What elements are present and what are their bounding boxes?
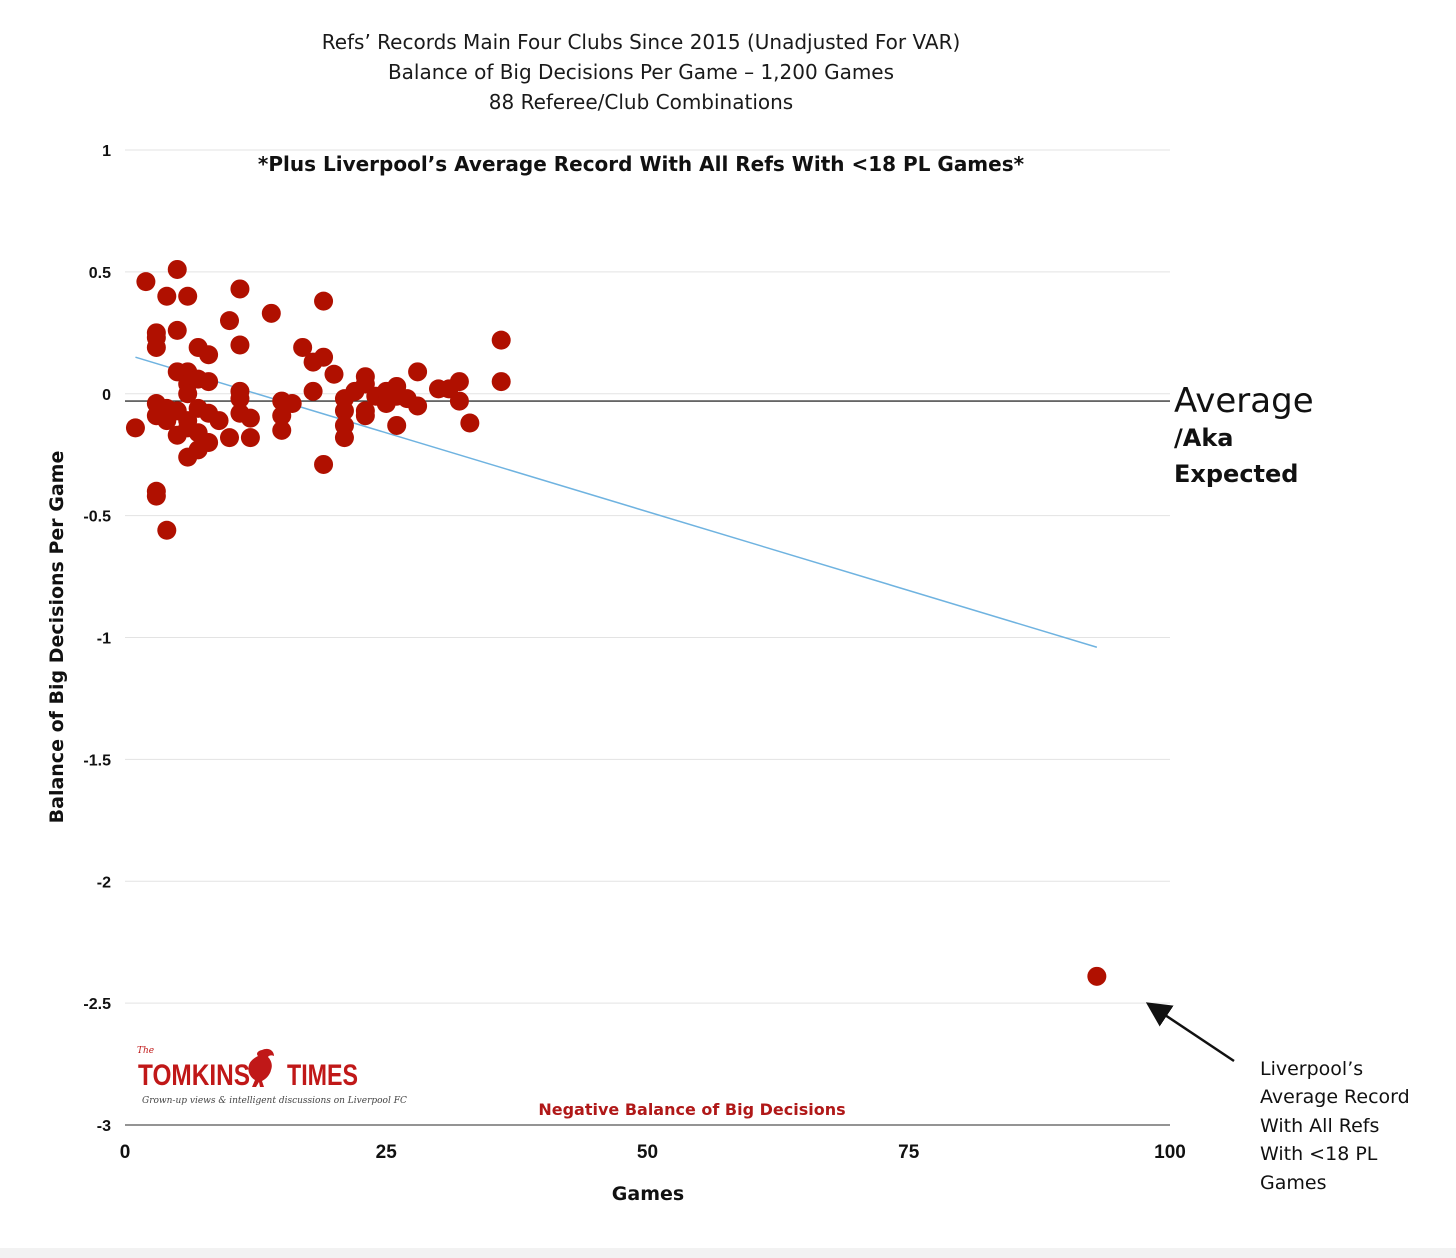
logo-tomkins: TOMKINS bbox=[138, 1059, 250, 1092]
gridlines bbox=[125, 149, 1170, 1126]
x-tick-label: 100 bbox=[1154, 1142, 1186, 1163]
data-point bbox=[293, 337, 313, 357]
logo-tagline: Grown-up views & intelligent discussions… bbox=[142, 1096, 407, 1106]
data-point bbox=[314, 347, 334, 367]
data-points bbox=[125, 259, 1107, 986]
logo-times: TIMES bbox=[287, 1059, 358, 1092]
data-point bbox=[146, 486, 166, 506]
annotation-line-1: Liverpool’s bbox=[1260, 1058, 1363, 1080]
data-point bbox=[387, 415, 407, 435]
chart-subtitle: *Plus Liverpool’s Average Record With Al… bbox=[258, 152, 1025, 176]
data-point bbox=[199, 372, 219, 392]
data-point bbox=[157, 286, 177, 306]
data-point bbox=[199, 345, 219, 365]
data-point bbox=[491, 372, 511, 392]
y-tick-label: -1.5 bbox=[83, 752, 111, 769]
chart-title-line-3: 88 Referee/Club Combinations bbox=[489, 90, 793, 114]
y-tick-label: -0.5 bbox=[83, 509, 111, 526]
y-tick-label: 0 bbox=[102, 387, 111, 404]
data-point bbox=[230, 279, 250, 299]
x-tick-label: 0 bbox=[120, 1142, 131, 1163]
tomkins-times-logo: The TOMKINS TIMES Grown-up views & intel… bbox=[137, 1046, 407, 1106]
annotation-line-4: With <18 PL bbox=[1260, 1143, 1378, 1165]
data-point bbox=[282, 394, 302, 413]
average-sublabel-aka: /Aka bbox=[1174, 424, 1234, 452]
data-point bbox=[449, 372, 469, 392]
data-point bbox=[449, 391, 469, 411]
liver-bird-icon bbox=[248, 1048, 274, 1087]
y-tick-label: 1 bbox=[102, 143, 111, 160]
data-point bbox=[167, 320, 187, 340]
data-point bbox=[146, 337, 166, 357]
chart-title-line-2: Balance of Big Decisions Per Game – 1,20… bbox=[388, 60, 894, 84]
x-axis-label: Games bbox=[612, 1183, 684, 1205]
data-point bbox=[460, 413, 480, 433]
logo-the: The bbox=[137, 1046, 154, 1056]
data-point bbox=[178, 286, 198, 306]
average-sublabel-expected: Expected bbox=[1174, 460, 1299, 488]
annotation-line-2: Average Record bbox=[1260, 1086, 1410, 1108]
y-tick-label: -2 bbox=[97, 874, 111, 891]
data-point bbox=[209, 411, 229, 431]
data-point bbox=[220, 311, 239, 331]
data-point bbox=[1087, 966, 1107, 986]
data-point bbox=[240, 428, 260, 448]
data-point bbox=[230, 335, 250, 355]
y-axis-label: Balance of Big Decisions Per Game bbox=[46, 451, 68, 824]
bottom-strip bbox=[0, 1248, 1456, 1258]
x-tick-label: 25 bbox=[376, 1142, 398, 1163]
data-point bbox=[230, 389, 250, 409]
average-label: Average bbox=[1174, 381, 1314, 421]
data-point bbox=[303, 381, 323, 401]
y-tick-label: 0.5 bbox=[89, 265, 111, 282]
data-point bbox=[334, 401, 354, 421]
data-point bbox=[491, 330, 511, 350]
chart-title-line-1: Refs’ Records Main Four Clubs Since 2015… bbox=[322, 30, 961, 54]
data-point bbox=[199, 433, 219, 452]
data-point bbox=[178, 384, 198, 404]
annotation-arrow bbox=[1145, 1002, 1235, 1063]
data-point bbox=[314, 291, 334, 311]
y-tick-labels: 1 0.5 0 -0.5 -1 -1.5 -2 -2.5 -3 bbox=[83, 143, 111, 1135]
data-point bbox=[408, 362, 428, 382]
data-point bbox=[136, 272, 156, 292]
data-point bbox=[324, 364, 344, 384]
x-tick-labels: 0 25 50 75 100 bbox=[120, 1142, 1186, 1163]
data-point bbox=[261, 303, 281, 323]
data-point bbox=[167, 259, 187, 279]
data-point bbox=[157, 520, 177, 540]
x-tick-label: 50 bbox=[637, 1142, 658, 1163]
data-point bbox=[272, 420, 292, 440]
y-tick-label: -1 bbox=[97, 631, 111, 648]
annotation-line-3: With All Refs bbox=[1260, 1115, 1379, 1137]
data-point bbox=[408, 396, 428, 416]
data-point bbox=[355, 406, 375, 426]
data-point bbox=[125, 418, 145, 438]
annotation-line-5: Games bbox=[1260, 1172, 1326, 1194]
data-point bbox=[240, 408, 260, 428]
y-tick-label: -2.5 bbox=[83, 996, 111, 1013]
negative-balance-label: Negative Balance of Big Decisions bbox=[538, 1100, 845, 1119]
data-point bbox=[314, 454, 334, 474]
data-point bbox=[334, 428, 354, 448]
x-tick-label: 75 bbox=[898, 1142, 920, 1163]
y-tick-label: -3 bbox=[97, 1118, 111, 1135]
data-point bbox=[220, 428, 239, 448]
